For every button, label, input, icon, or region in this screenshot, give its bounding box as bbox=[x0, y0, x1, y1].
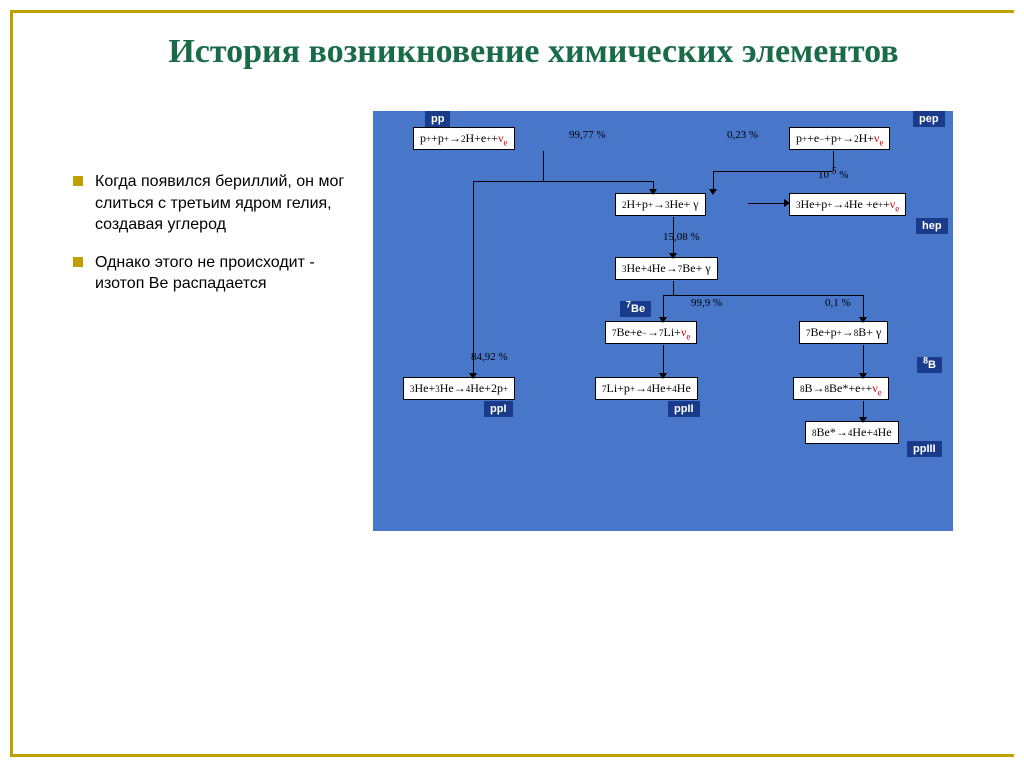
arrow-head-icon bbox=[649, 189, 657, 195]
arrow-line bbox=[663, 295, 863, 296]
reaction-box: 3He+3He→4He+2p+ bbox=[403, 377, 515, 400]
pct-label: 15,08 % bbox=[663, 231, 700, 243]
bullet-list: Когда появился бериллий, он мог слиться … bbox=[73, 111, 353, 531]
reaction-box: 7Be+e−→7Li+νe bbox=[605, 321, 697, 344]
reaction-box: 7Be+p+→8B+ γ bbox=[799, 321, 888, 344]
arrow-head-icon bbox=[859, 417, 867, 423]
pct-label: 99,77 % bbox=[569, 129, 606, 141]
arrow-line bbox=[713, 171, 833, 172]
tag-ppIII: ppIII bbox=[907, 441, 942, 457]
arrow-head-icon bbox=[859, 317, 867, 323]
arrow-line bbox=[673, 281, 674, 295]
arrow-head-icon bbox=[859, 373, 867, 379]
reaction-box: 2H+p+→3He+ γ bbox=[615, 193, 706, 216]
arrow-head-icon bbox=[469, 373, 477, 379]
tag-ppII: ppII bbox=[668, 401, 700, 417]
arrow-line bbox=[543, 151, 544, 181]
tag-pp: pp bbox=[425, 111, 450, 127]
pp-chain-diagram: pp pep hep 7Be 8B ppI ppII ppIII p++p+→2… bbox=[373, 111, 953, 531]
arrow-head-icon bbox=[669, 253, 677, 259]
arrow-line bbox=[473, 181, 474, 377]
pct-label: 99,9 % bbox=[691, 297, 722, 309]
arrow-line bbox=[473, 181, 543, 182]
reaction-box: p++e−+p+→2H+νe bbox=[789, 127, 890, 150]
arrow-head-icon bbox=[659, 373, 667, 379]
reaction-box: 3He+4He→7Be+ γ bbox=[615, 257, 718, 280]
reaction-box: p++p+→2H+e++νe bbox=[413, 127, 515, 150]
reaction-box: 3He+p+→ 4He +e++νe bbox=[789, 193, 906, 216]
tag-7be: 7Be bbox=[620, 301, 651, 317]
arrow-head-icon bbox=[659, 317, 667, 323]
reaction-box: 8B→8Be*+e++νe bbox=[793, 377, 889, 400]
arrow-line bbox=[748, 203, 788, 204]
pct-label: 0,23 % bbox=[727, 129, 758, 141]
tag-hep: hep bbox=[916, 218, 948, 234]
tag-ppI: ppI bbox=[484, 401, 513, 417]
reaction-box: 7Li+p+→4He+4He bbox=[595, 377, 698, 400]
reaction-box: 8Be*→4He+4He bbox=[805, 421, 899, 444]
pct-label: 84,92 % bbox=[471, 351, 508, 363]
arrow-head-icon bbox=[784, 199, 790, 207]
bullet-item: Однако этого не происходит - изотоп Ве р… bbox=[73, 252, 353, 295]
slide: История возникновение химических элемент… bbox=[10, 10, 1014, 757]
arrow-line bbox=[833, 151, 834, 171]
bullet-item: Когда появился бериллий, он мог слиться … bbox=[73, 171, 353, 236]
tag-pep: pep bbox=[913, 111, 945, 127]
arrow-head-icon bbox=[709, 189, 717, 195]
arrow-line bbox=[673, 217, 674, 257]
arrow-line bbox=[543, 181, 653, 182]
content-row: Когда появился бериллий, он мог слиться … bbox=[73, 111, 994, 531]
pct-label: 0,1 % bbox=[825, 297, 851, 309]
tag-8b: 8B bbox=[917, 357, 942, 373]
slide-title: История возникновение химических элемент… bbox=[73, 33, 994, 71]
